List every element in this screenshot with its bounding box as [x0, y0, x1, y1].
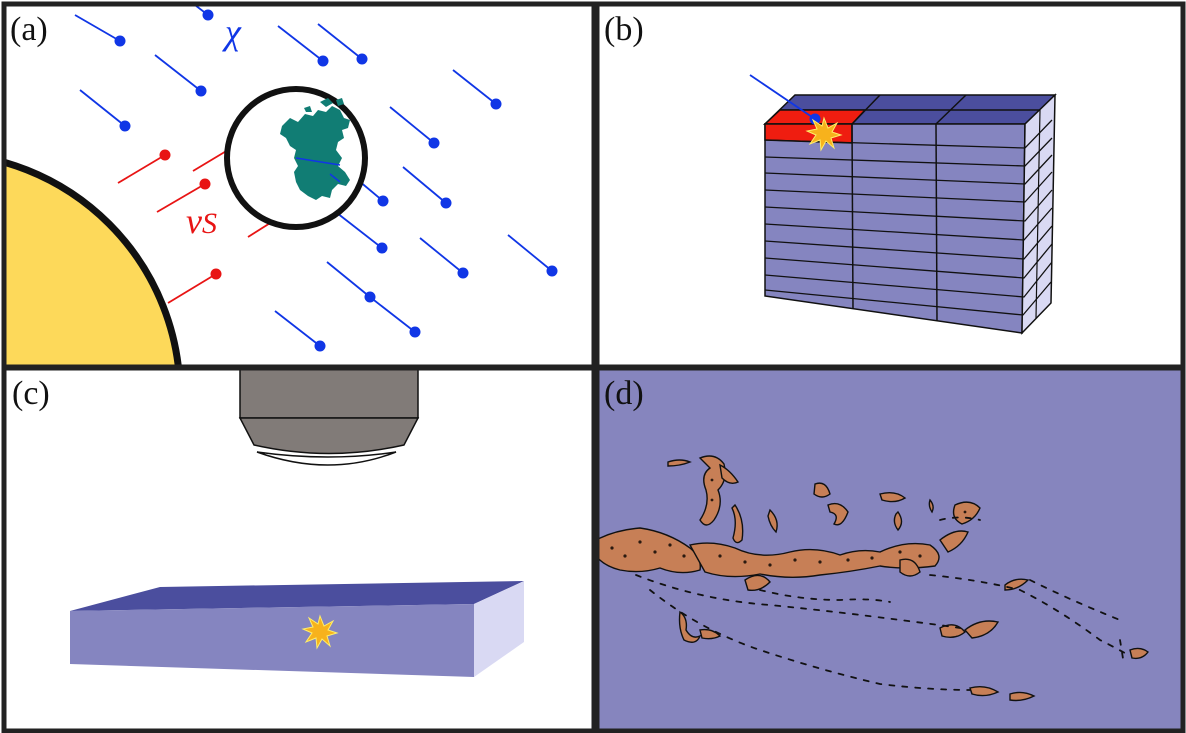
panel-b-label: (b) [604, 11, 644, 48]
damage-track [731, 503, 744, 544]
damage-track [928, 498, 934, 514]
damage-track [699, 628, 722, 640]
dark-matter-particle [194, 6, 214, 21]
panel-c: (c) [6, 367, 592, 729]
damage-track [969, 685, 1000, 697]
dark-matter-particle [154, 54, 207, 97]
panel-c-label: (c) [12, 375, 50, 412]
neutrino-particle [156, 178, 211, 213]
dark-matter-particle [389, 106, 440, 149]
crystal-slab-icon [70, 581, 524, 677]
damage-track [767, 508, 778, 534]
damage-track [939, 530, 969, 553]
dark-matter-particle [74, 14, 126, 47]
dark-matter-particle [317, 23, 368, 65]
dark-matter-particle [452, 69, 502, 110]
damage-track [719, 463, 740, 485]
dark-matter-particle [419, 237, 469, 279]
neutrino-particle [167, 268, 222, 304]
damage-track [667, 459, 692, 467]
dark-matter-particle [277, 25, 329, 67]
damage-track [952, 501, 981, 525]
damage-track [813, 482, 831, 498]
panel-d: (d) [599, 370, 1181, 729]
damage-track [678, 610, 702, 643]
sun-icon [6, 159, 182, 365]
panel-a-label: (a) [10, 11, 48, 48]
damage-track [744, 574, 771, 592]
dark-matter-particle [336, 212, 388, 254]
dark-matter-particle [402, 166, 452, 209]
damage-track [827, 502, 849, 526]
detector-array-icon [749, 74, 1057, 335]
microscope-objective-icon [238, 367, 420, 466]
dark-matter-particles [74, 6, 558, 352]
damage-track [599, 527, 701, 574]
damage-track [1009, 691, 1036, 702]
damage-specks [610, 478, 967, 567]
damage-track [963, 620, 1000, 639]
dark-matter-particle [369, 296, 421, 338]
dark-matter-particle [79, 89, 131, 132]
damage-track [698, 455, 726, 526]
neutrino-symbol-subscript: S [202, 207, 217, 240]
damage-track [879, 491, 907, 503]
neutrino-symbol-main: ν [186, 201, 202, 241]
neutrino-particle [117, 149, 171, 184]
dark-matter-particle [274, 310, 326, 352]
damage-trails [635, 516, 1131, 691]
damage-track [1129, 647, 1149, 660]
panel-a: χ νS (a) [6, 6, 592, 365]
damage-tracks [599, 455, 1149, 702]
dark-matter-particle [507, 234, 558, 277]
earth-icon [224, 86, 368, 230]
damage-track [893, 510, 903, 532]
damage-track [899, 558, 921, 577]
neutrino-symbol: νS [186, 201, 217, 241]
damage-track [688, 542, 940, 578]
dark-matter-symbol: χ [222, 12, 242, 52]
panel-b: (b) [599, 6, 1181, 365]
panel-d-label: (d) [604, 375, 644, 412]
